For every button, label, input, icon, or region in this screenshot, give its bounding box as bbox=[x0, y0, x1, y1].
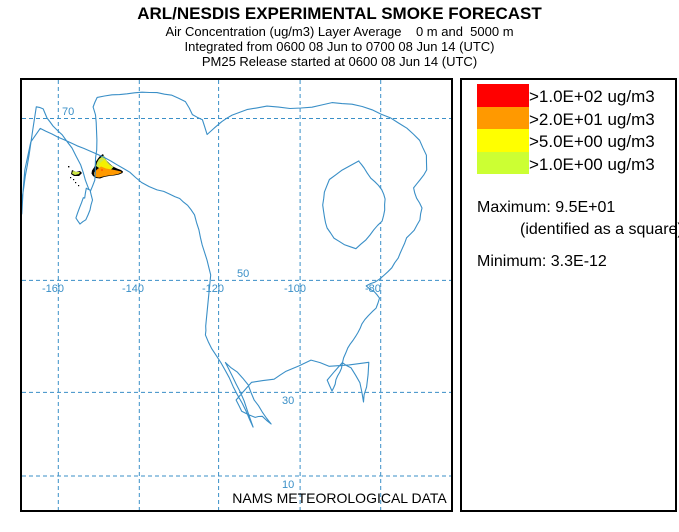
svg-text:-100: -100 bbox=[284, 283, 306, 295]
svg-text:50: 50 bbox=[237, 268, 249, 280]
svg-text:30: 30 bbox=[282, 395, 294, 407]
svg-text:-120: -120 bbox=[202, 283, 224, 295]
svg-text:-160: -160 bbox=[42, 283, 64, 295]
svg-text:-140: -140 bbox=[122, 283, 144, 295]
svg-text:70: 70 bbox=[62, 106, 74, 118]
